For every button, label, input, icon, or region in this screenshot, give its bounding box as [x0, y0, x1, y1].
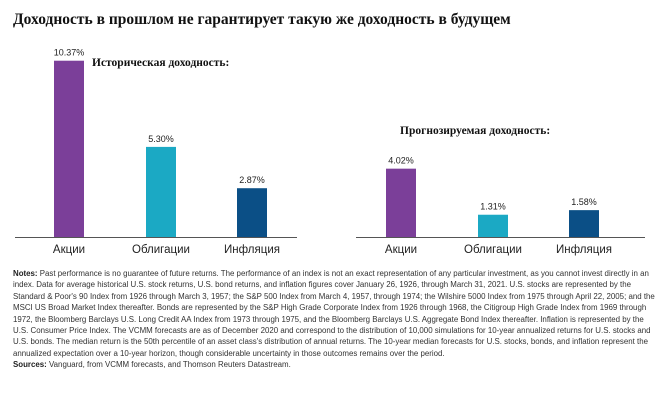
notes-text: Past performance is no guarantee of futu…	[13, 269, 655, 358]
notes-block: Notes: Past performance is no guarantee …	[13, 268, 655, 371]
forecast-value-label-1: 4.02%	[388, 156, 414, 166]
forecast-bar-2	[478, 214, 508, 237]
forecast-bar-3	[569, 210, 599, 237]
forecast-value-label-3: 1.58%	[571, 197, 597, 207]
historical-category-label-1: Акции	[53, 244, 85, 256]
historical-bar-3	[237, 188, 267, 237]
historical-value-label-3: 2.87%	[239, 175, 265, 185]
charts-area: 10.37% Акции 5.30% Облигации 2.87% Инфляция 4.…	[15, 48, 645, 256]
forecast-category-label-1: Акции	[385, 244, 417, 256]
sources-label: Sources:	[13, 360, 47, 370]
historical-bar-1	[54, 60, 84, 238]
page-title: Доходность в прошлом не гарантирует таку…	[13, 11, 511, 28]
historical-value-label-1: 10.37%	[54, 48, 85, 58]
forecast-value-label-2: 1.31%	[480, 202, 506, 212]
forecast-chart-title: Прогнозируемая доходность:	[400, 125, 551, 137]
forecast-bar-1	[386, 168, 416, 237]
historical-category-label-3: Инфляция	[224, 244, 280, 256]
notes-label: Notes:	[13, 269, 38, 278]
forecast-category-label-2: Облигации	[464, 244, 522, 256]
forecast-category-label-3: Инфляция	[556, 244, 612, 256]
historical-category-label-2: Облигации	[132, 244, 190, 256]
sources-text: Vanguard, from VCMM forecasts, and Thoms…	[48, 360, 291, 370]
historical-chart-title: Историческая доходность:	[92, 57, 230, 69]
historical-bar-2	[146, 146, 176, 237]
historical-value-label-2: 5.30%	[148, 134, 174, 144]
